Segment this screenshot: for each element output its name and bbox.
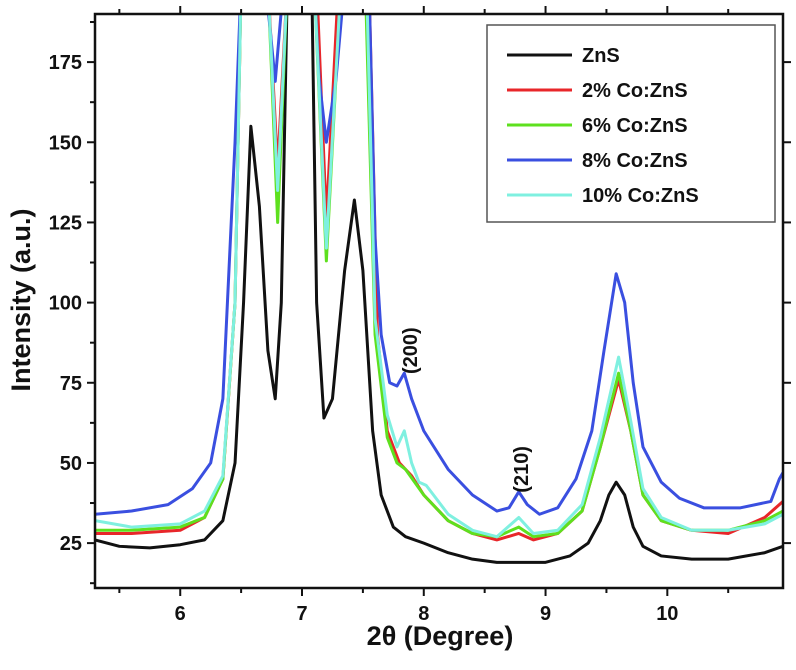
y-tick-label: 100 bbox=[49, 293, 82, 315]
annotation-200: (200) bbox=[400, 327, 422, 374]
y-tick-label: 50 bbox=[60, 453, 82, 475]
legend-label: 2% Co:ZnS bbox=[582, 80, 688, 102]
legend-label: 6% Co:ZnS bbox=[582, 115, 688, 137]
series-layer bbox=[95, 14, 783, 564]
y-tick-label: 150 bbox=[49, 132, 82, 154]
x-axis-label: 2θ (Degree) bbox=[367, 621, 514, 651]
peak-annotations: (200) (210) bbox=[400, 327, 533, 492]
legend: ZnS 2% Co:ZnS 6% Co:ZnS 8% Co:ZnS 10% Co:ZnS bbox=[486, 24, 776, 223]
series-line-3 bbox=[95, 14, 783, 516]
annotation-210: (210) bbox=[511, 446, 533, 493]
legend-label: 8% Co:ZnS bbox=[582, 150, 688, 172]
x-tick-label: 10 bbox=[656, 603, 678, 625]
axis-ticks: 6 7 8 9 10 25 50 75 100 125 150 175 bbox=[49, 6, 791, 625]
series-line-0 bbox=[95, 14, 783, 564]
legend-label: 10% Co:ZnS bbox=[582, 185, 699, 207]
y-tick-label: 175 bbox=[49, 52, 82, 74]
y-axis-label: Intensity (a.u.) bbox=[6, 208, 36, 391]
y-tick-label: 75 bbox=[60, 373, 82, 395]
y-tick-label: 25 bbox=[60, 533, 82, 555]
series-line-4 bbox=[95, 14, 783, 539]
x-tick-label: 8 bbox=[418, 603, 429, 625]
legend-label: ZnS bbox=[582, 45, 620, 67]
x-tick-label: 6 bbox=[175, 603, 186, 625]
y-tick-label: 125 bbox=[49, 212, 82, 234]
x-tick-label: 9 bbox=[540, 603, 551, 625]
x-tick-label: 7 bbox=[296, 603, 307, 625]
plot-frame bbox=[93, 12, 785, 590]
